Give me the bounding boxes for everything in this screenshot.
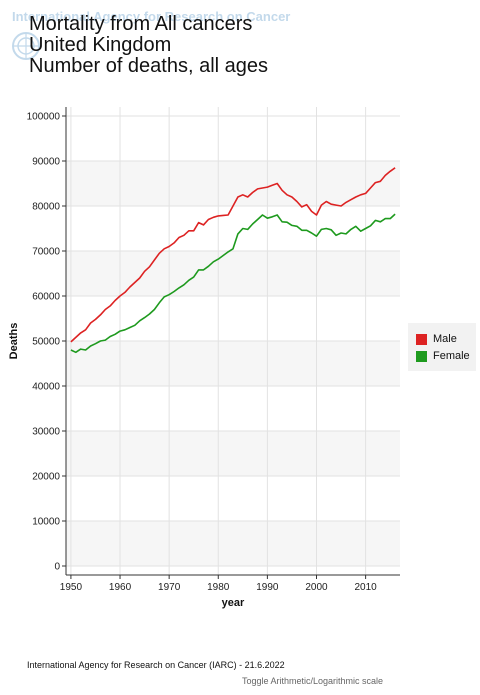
legend-item-female: Female bbox=[416, 349, 470, 363]
x-tick-label: 2000 bbox=[305, 582, 328, 593]
x-tick-label: 2010 bbox=[354, 582, 377, 593]
y-tick-label: 90000 bbox=[32, 157, 60, 168]
footer-credit: International Agency for Research on Can… bbox=[27, 660, 285, 670]
series-lines bbox=[70, 167, 396, 354]
title-line-cancer: Mortality from All cancers bbox=[29, 13, 253, 35]
y-tick-label: 40000 bbox=[32, 382, 60, 393]
y-tick-label: 100000 bbox=[27, 112, 61, 123]
y-tick-label: 60000 bbox=[32, 292, 60, 303]
legend-item-male: Male bbox=[416, 332, 457, 346]
title-line-measure: Number of deaths, all ages bbox=[29, 55, 269, 77]
y-tick-label: 50000 bbox=[32, 337, 60, 348]
y-axis-label: Deaths bbox=[8, 323, 20, 360]
plot-band bbox=[66, 341, 400, 386]
x-axis: 1950 1960 1970 1980 1990 2000 2010 bbox=[60, 574, 400, 593]
plot-band bbox=[66, 251, 400, 296]
who-emblem-icon bbox=[12, 32, 40, 60]
title-line-country: United Kingdom bbox=[29, 34, 172, 56]
plot-band bbox=[66, 521, 400, 566]
chart-title: Mortality from All cancers United Kingdo… bbox=[29, 14, 268, 77]
plot-band bbox=[66, 161, 400, 206]
legend-label-female: Female bbox=[433, 350, 470, 362]
x-tick-label: 1970 bbox=[158, 582, 181, 593]
watermark-text: International Agency for Research on Can… bbox=[12, 9, 290, 24]
series-line-male bbox=[70, 167, 396, 343]
y-axis: 0 10000 20000 30000 40000 50000 60000 70000 8000… bbox=[27, 107, 67, 575]
iarc-watermark: International Agency for Research on Can… bbox=[12, 9, 290, 60]
x-tick-label: 1950 bbox=[60, 582, 83, 593]
y-tick-label: 10000 bbox=[32, 517, 60, 528]
y-tick-label: 70000 bbox=[32, 247, 60, 258]
legend-label-male: Male bbox=[433, 333, 457, 345]
toggle-scale-link[interactable]: Toggle Arithmetic/Logarithmic scale bbox=[242, 676, 384, 686]
x-tick-label: 1980 bbox=[207, 582, 230, 593]
y-tick-label: 80000 bbox=[32, 202, 60, 213]
y-tick-label: 20000 bbox=[32, 472, 60, 483]
series-line-female bbox=[70, 213, 396, 354]
chart-legend: Male Female bbox=[408, 323, 476, 371]
y-tick-label: 0 bbox=[54, 562, 60, 573]
legend-swatch-female bbox=[416, 350, 427, 362]
x-axis-label: year bbox=[222, 597, 245, 609]
x-tick-label: 1960 bbox=[109, 582, 132, 593]
plot-bands bbox=[66, 161, 400, 566]
legend-swatch-male bbox=[416, 333, 427, 345]
x-tick-label: 1990 bbox=[256, 582, 279, 593]
plot-band bbox=[66, 431, 400, 476]
y-tick-label: 30000 bbox=[32, 427, 60, 438]
